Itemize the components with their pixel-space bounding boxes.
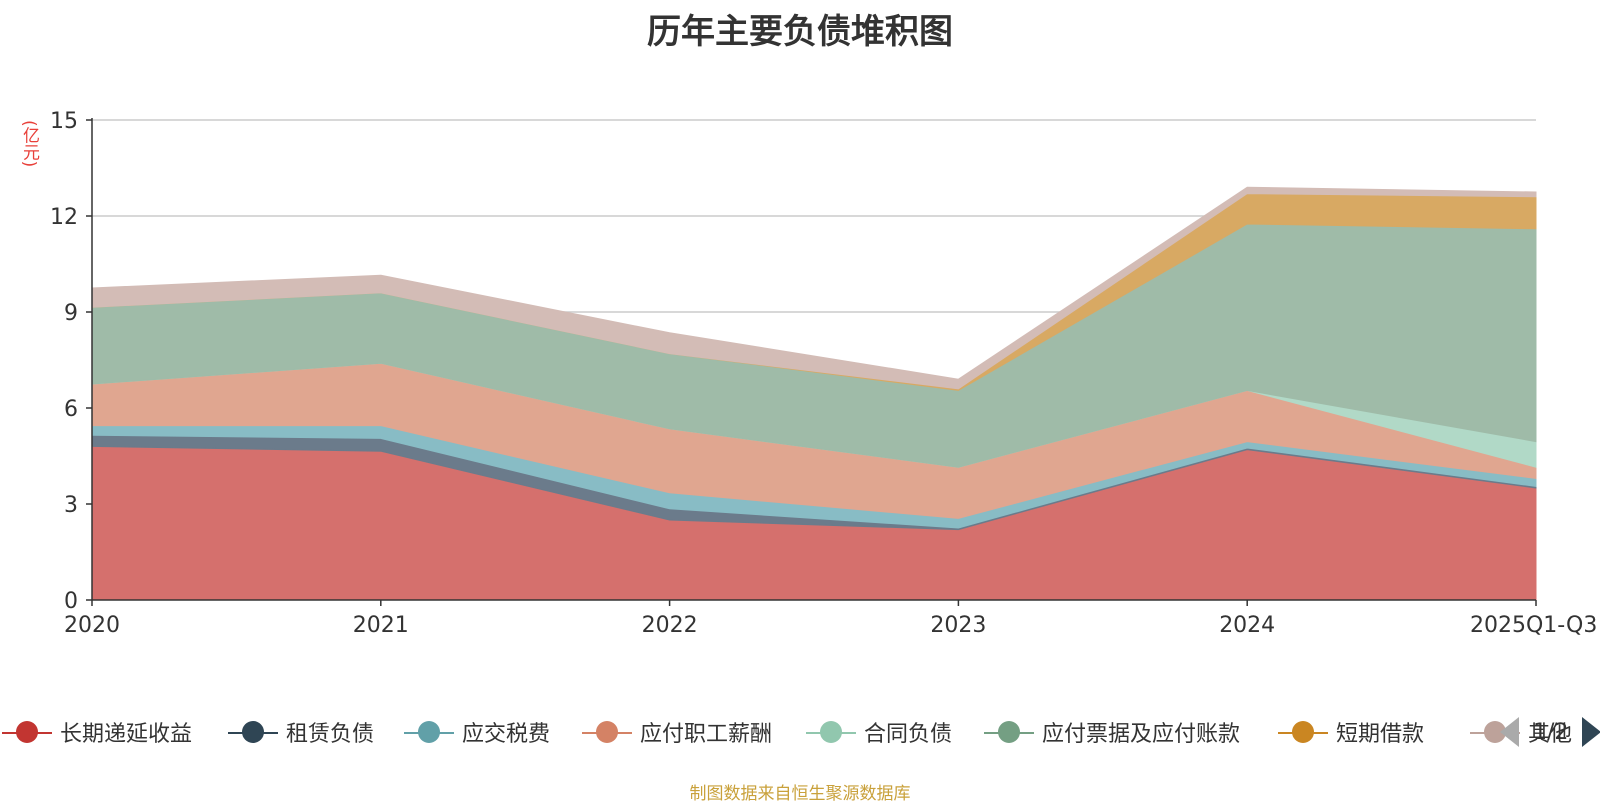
legend-marker-icon (806, 712, 856, 752)
legend-label: 短期借款 (1336, 722, 1425, 747)
y-axis-label: (亿元) (19, 120, 39, 168)
x-tick-labels: 2020 2021 2022 2023 2024 2025Q1-Q3 (64, 613, 1597, 638)
legend-marker-icon (2, 712, 52, 752)
legend-item[interactable]: 短期借款 (1278, 712, 1424, 752)
legend-label: 应付票据及应付账款 (1042, 722, 1241, 747)
legend-item[interactable]: 租赁负债 (228, 712, 374, 752)
area-其他 (91, 186, 1537, 390)
x-tick-label: 2023 (930, 613, 986, 638)
legend-label: 应付职工薪酬 (640, 722, 773, 747)
axes (86, 118, 1537, 606)
legend-item[interactable]: 合同负债 (806, 712, 952, 752)
legend-item[interactable]: 应付职工薪酬 (582, 712, 772, 752)
y-tick-label: 0 (64, 589, 78, 614)
y-tick-label: 12 (50, 205, 78, 230)
x-tick-label: 2024 (1219, 613, 1275, 638)
legend-label: 合同负债 (864, 722, 953, 747)
legend-marker-icon (1278, 712, 1328, 752)
y-tick-label: 3 (64, 493, 78, 518)
legend-label: 其他 (1528, 722, 1573, 747)
legend-item[interactable]: 应交税费 (404, 712, 550, 752)
legend-marker-icon (228, 712, 278, 752)
legend-item[interactable]: 长期递延收益 (2, 712, 192, 752)
x-tick-label: 2022 (642, 613, 698, 638)
legend-page-indicator: 1/2 (1533, 719, 1569, 745)
x-tick-label: 2021 (353, 613, 409, 638)
x-tick-label: 2025Q1-Q3 (1470, 613, 1597, 638)
legend-marker-icon (984, 712, 1034, 752)
legend-next-page-icon[interactable] (1582, 717, 1600, 747)
y-tick-labels: 0 3 6 9 12 15 (50, 109, 78, 614)
chart-plot: 0 3 6 9 12 15 2020 2021 2022 2023 2024 2025Q1-Q3 (50, 109, 1597, 638)
legend-label: 应交税费 (462, 722, 551, 747)
legend-marker-icon (582, 712, 632, 752)
y-tick-label: 15 (50, 109, 78, 134)
y-tick-label: 9 (64, 301, 78, 326)
x-tick-label: 2020 (64, 613, 120, 638)
legend-pager: 1/2 (1500, 712, 1600, 752)
legend-item[interactable]: 应付票据及应付账款 (984, 712, 1240, 752)
source-note: 制图数据来自恒生聚源数据库 (689, 784, 911, 804)
chart-title: 历年主要负债堆积图 (647, 12, 953, 52)
legend-label: 租赁负债 (286, 722, 375, 747)
legend-prev-page-icon[interactable] (1500, 717, 1519, 747)
y-tick-label: 6 (64, 397, 78, 422)
area-series (91, 186, 1537, 601)
legend-marker-icon (404, 712, 454, 752)
legend: 长期递延收益 租赁负债 应交税费 应付职工薪酬 合同负债 应付票据及应付账款 短期借款 其他 (0, 712, 1600, 752)
legend-label: 长期递延收益 (60, 722, 193, 747)
